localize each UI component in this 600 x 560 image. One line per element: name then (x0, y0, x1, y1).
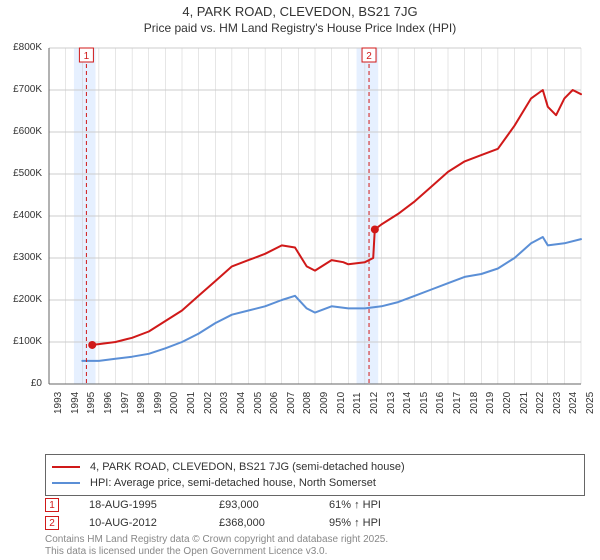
legend-label: 4, PARK ROAD, CLEVEDON, BS21 7JG (semi-d… (90, 461, 405, 473)
y-tick-label: £500K (2, 168, 42, 179)
footer-line: This data is licensed under the Open Gov… (45, 546, 585, 558)
marker-date: 18-AUG-1995 (89, 499, 219, 511)
x-tick-label: 2023 (552, 392, 563, 414)
legend-swatch (52, 466, 80, 468)
y-tick-label: £400K (2, 210, 42, 221)
legend-item: HPI: Average price, semi-detached house,… (52, 475, 578, 491)
x-tick-label: 2002 (203, 392, 214, 414)
x-tick-label: 1994 (70, 392, 81, 414)
footer-line: Contains HM Land Registry data © Crown c… (45, 534, 585, 546)
marker-table: 1 18-AUG-1995 £93,000 61% ↑ HPI 2 10-AUG… (45, 496, 585, 532)
marker-date: 10-AUG-2012 (89, 517, 219, 529)
footer: Contains HM Land Registry data © Crown c… (45, 534, 585, 558)
x-tick-label: 1997 (120, 392, 131, 414)
marker-price: £368,000 (219, 517, 329, 529)
y-tick-label: £0 (2, 378, 42, 389)
legend-item: 4, PARK ROAD, CLEVEDON, BS21 7JG (semi-d… (52, 459, 578, 475)
x-tick-label: 2016 (435, 392, 446, 414)
x-tick-label: 2008 (302, 392, 313, 414)
x-tick-label: 2021 (519, 392, 530, 414)
y-tick-label: £800K (2, 42, 42, 53)
event-marker-badge-id: 2 (366, 51, 372, 62)
x-tick-label: 1996 (103, 392, 114, 414)
y-tick-label: £300K (2, 252, 42, 263)
marker-row: 2 10-AUG-2012 £368,000 95% ↑ HPI (45, 514, 585, 532)
chart-subtitle: Price paid vs. HM Land Registry's House … (0, 21, 600, 35)
marker-badge: 1 (45, 498, 59, 512)
x-tick-label: 2003 (219, 392, 230, 414)
x-tick-label: 2014 (402, 392, 413, 414)
x-tick-label: 2025 (585, 392, 596, 414)
x-tick-label: 2007 (286, 392, 297, 414)
plot-area: 12 (45, 44, 585, 414)
y-tick-label: £100K (2, 336, 42, 347)
series-start-dot (88, 341, 96, 349)
x-tick-label: 2017 (452, 392, 463, 414)
marker-pct: 95% ↑ HPI (329, 517, 449, 529)
x-tick-label: 2011 (352, 392, 363, 414)
marker-badge: 2 (45, 516, 59, 530)
x-tick-label: 2020 (502, 392, 513, 414)
chart-svg: 12 (45, 44, 585, 414)
chart-root: { "title": "4, PARK ROAD, CLEVEDON, BS21… (0, 4, 600, 560)
x-tick-label: 2006 (269, 392, 280, 414)
legend: 4, PARK ROAD, CLEVEDON, BS21 7JG (semi-d… (45, 454, 585, 496)
x-tick-label: 1993 (53, 392, 64, 414)
x-tick-label: 2022 (535, 392, 546, 414)
chart-title: 4, PARK ROAD, CLEVEDON, BS21 7JG (0, 4, 600, 19)
x-tick-label: 2015 (419, 392, 430, 414)
x-tick-label: 2005 (253, 392, 264, 414)
event-marker-badge-id: 1 (84, 51, 90, 62)
y-tick-label: £600K (2, 126, 42, 137)
legend-swatch (52, 482, 80, 484)
x-tick-label: 2018 (469, 392, 480, 414)
y-tick-label: £700K (2, 84, 42, 95)
x-tick-label: 2009 (319, 392, 330, 414)
series-step-dot (371, 225, 379, 233)
x-tick-label: 2012 (369, 392, 380, 414)
x-tick-label: 2004 (236, 392, 247, 414)
x-tick-label: 2010 (336, 392, 347, 414)
y-tick-label: £200K (2, 294, 42, 305)
x-tick-label: 1998 (136, 392, 147, 414)
marker-price: £93,000 (219, 499, 329, 511)
x-tick-label: 1995 (86, 392, 97, 414)
x-tick-label: 2000 (169, 392, 180, 414)
x-tick-label: 2013 (386, 392, 397, 414)
marker-pct: 61% ↑ HPI (329, 499, 449, 511)
legend-label: HPI: Average price, semi-detached house,… (90, 477, 376, 489)
x-tick-label: 1999 (153, 392, 164, 414)
x-tick-label: 2024 (568, 392, 579, 414)
marker-row: 1 18-AUG-1995 £93,000 61% ↑ HPI (45, 496, 585, 514)
x-tick-label: 2001 (186, 392, 197, 414)
x-tick-label: 2019 (485, 392, 496, 414)
